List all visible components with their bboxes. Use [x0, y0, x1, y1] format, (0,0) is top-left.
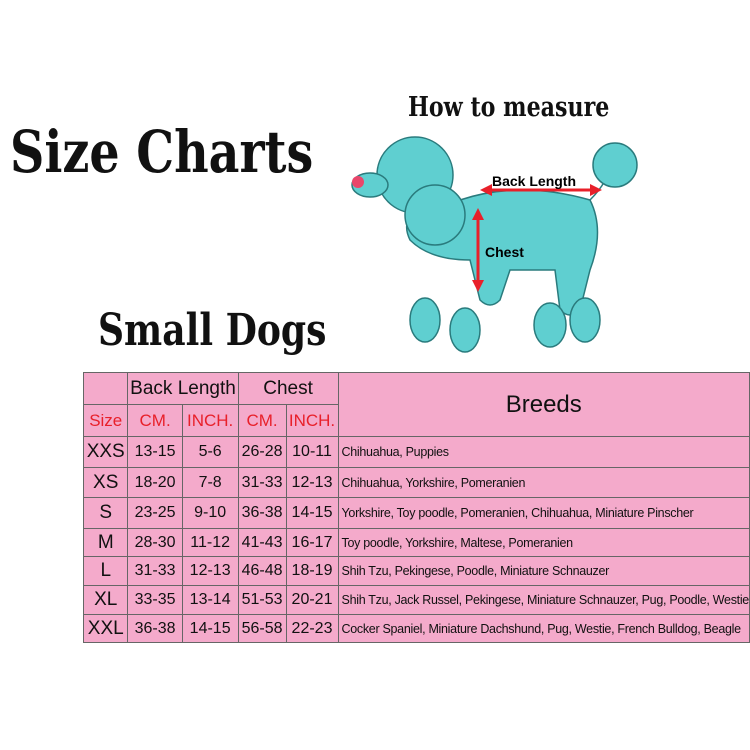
- table-row: XS 18-20 7-8 31-33 12-13 Chihuahua, Yorkshire…: [82, 467, 750, 498]
- back-inch-cell: 7-8: [181, 467, 239, 498]
- chest-inch-cell: 14-15: [285, 497, 339, 529]
- dog-leg: [533, 302, 567, 348]
- chest-label: Chest: [485, 244, 524, 260]
- chest-cm-cell: 56-58: [237, 614, 287, 643]
- back-cm-cell: 23-25: [127, 497, 183, 529]
- chest-cm-cell: 41-43: [237, 528, 287, 557]
- chest-inch-cell: 16-17: [285, 528, 339, 557]
- dog-nose: [352, 176, 364, 188]
- dog-leg: [409, 297, 441, 343]
- dog-ear-mane: [404, 184, 466, 246]
- size-cell: XXS: [82, 436, 129, 468]
- breeds-header: Breeds: [337, 372, 750, 437]
- back-cm-cell: 31-33: [127, 556, 183, 586]
- back-length-label: Back Length: [492, 173, 576, 189]
- arrow-head: [472, 208, 484, 220]
- back-length-header: Back Length: [127, 372, 239, 405]
- back-inch-header: INCH.: [181, 404, 239, 437]
- size-cell: XL: [82, 585, 129, 615]
- chest-cm-cell: 31-33: [237, 467, 287, 498]
- chest-inch-header: INCH.: [285, 404, 339, 437]
- arrow-head: [480, 184, 492, 196]
- size-cell: XS: [82, 467, 129, 498]
- back-inch-cell: 13-14: [181, 585, 239, 615]
- measure-heading: How to measure: [408, 92, 610, 123]
- section-title: Small Dogs: [98, 305, 327, 356]
- chest-header: Chest: [237, 372, 339, 405]
- back-inch-cell: 9-10: [181, 497, 239, 529]
- chest-cm-cell: 46-48: [237, 556, 287, 586]
- chest-cm-header: CM.: [237, 404, 287, 437]
- chest-inch-cell: 20-21: [285, 585, 339, 615]
- table-row: M 28-30 11-12 41-43 16-17 Toy poodle, Yorkshi…: [82, 528, 750, 557]
- back-inch-cell: 12-13: [181, 556, 239, 586]
- back-cm-cell: 13-15: [127, 436, 183, 468]
- chest-cm-cell: 36-38: [237, 497, 287, 529]
- size-cell: XXL: [82, 614, 129, 643]
- breeds-cell: Cocker Spaniel, Miniature Dachshund, Pug…: [337, 614, 750, 643]
- size-cell: L: [82, 556, 129, 586]
- back-inch-cell: 11-12: [181, 528, 239, 557]
- back-cm-cell: 28-30: [127, 528, 183, 557]
- table-row: XL 33-35 13-14 51-53 20-21 Shih Tzu, Jack Rus…: [82, 585, 750, 615]
- chest-inch-cell: 22-23: [285, 614, 339, 643]
- dog-leg: [569, 297, 601, 343]
- arrow-head: [472, 280, 484, 292]
- table-row: L 31-33 12-13 46-48 18-19 Shih Tzu, Pekingese…: [82, 556, 750, 586]
- chest-inch-cell: 18-19: [285, 556, 339, 586]
- size-header: Size: [82, 404, 129, 437]
- breeds-cell: Shih Tzu, Jack Russel, Pekingese, Miniat…: [337, 585, 750, 615]
- size-cell: M: [82, 528, 129, 557]
- back-inch-cell: 5-6: [181, 436, 239, 468]
- sub-header-row: Size CM. INCH. CM. INCH.: [82, 404, 750, 437]
- chest-inch-cell: 12-13: [285, 467, 339, 498]
- breeds-cell: Chihuahua, Yorkshire, Pomeranien: [337, 467, 750, 498]
- back-cm-cell: 18-20: [127, 467, 183, 498]
- size-cell: S: [82, 497, 129, 529]
- back-cm-header: CM.: [127, 404, 183, 437]
- breeds-cell: Chihuahua, Puppies: [337, 436, 750, 468]
- chest-cm-cell: 51-53: [237, 585, 287, 615]
- poodle-measure-illustration: Back Length Chest: [351, 136, 638, 353]
- chest-cm-cell: 26-28: [237, 436, 287, 468]
- back-cm-cell: 33-35: [127, 585, 183, 615]
- page-title: Size Charts: [10, 118, 314, 186]
- group-header-row: Back Length Chest Breeds: [82, 372, 750, 437]
- blank-cell: [82, 372, 129, 405]
- back-inch-cell: 14-15: [181, 614, 239, 643]
- dog-leg: [449, 307, 481, 353]
- dog-tail-pompom: [592, 142, 638, 188]
- table-row: S 23-25 9-10 36-38 14-15 Yorkshire, Toy poodl…: [82, 497, 750, 529]
- size-table: Back Length Chest Breeds Size CM. INCH. …: [82, 372, 750, 643]
- breeds-cell: Shih Tzu, Pekingese, Poodle, Miniature S…: [337, 556, 750, 586]
- table-row: XXS 13-15 5-6 26-28 10-11 Chihuahua, Puppies: [82, 436, 750, 468]
- breeds-cell: Yorkshire, Toy poodle, Pomeranien, Chihu…: [337, 497, 750, 529]
- breeds-cell: Toy poodle, Yorkshire, Maltese, Pomerani…: [337, 528, 750, 557]
- table-row: XXL 36-38 14-15 56-58 22-23 Cocker Spaniel, M…: [82, 614, 750, 643]
- chest-inch-cell: 10-11: [285, 436, 339, 468]
- back-cm-cell: 36-38: [127, 614, 183, 643]
- arrow-head: [590, 184, 602, 196]
